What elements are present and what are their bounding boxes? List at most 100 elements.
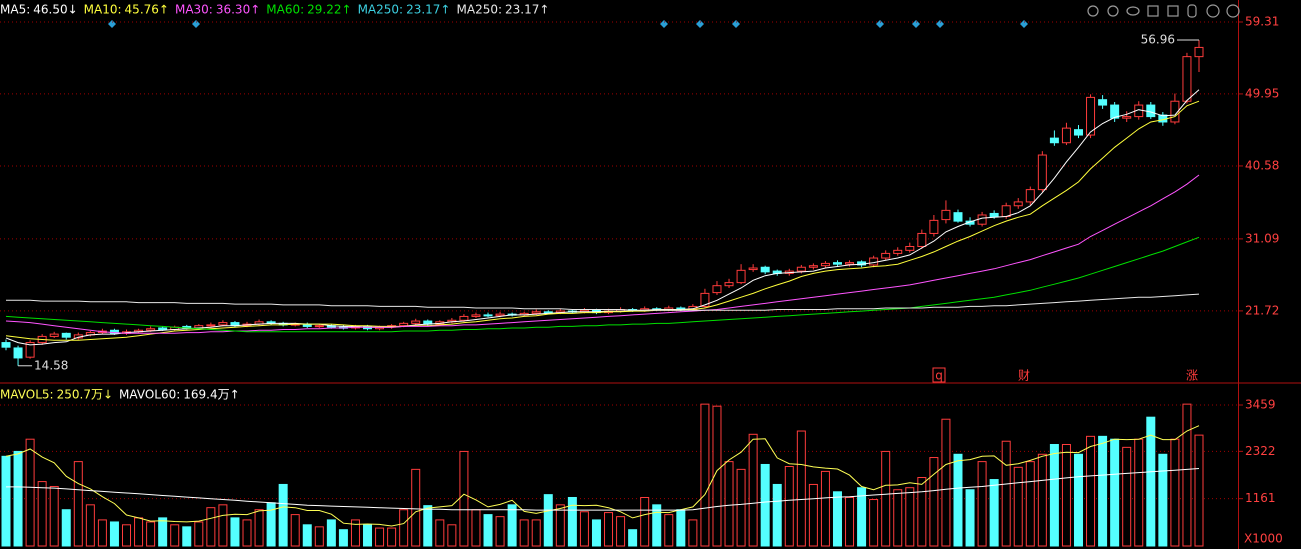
volume-bar	[314, 526, 324, 547]
ma-line	[5, 425, 1200, 527]
toolbar	[1087, 4, 1240, 18]
volume-bar	[1098, 435, 1108, 547]
volume-bar	[905, 487, 915, 547]
candle-body	[965, 220, 975, 225]
volume-bar	[664, 514, 674, 547]
candle-body	[820, 262, 830, 267]
volume-bar	[784, 466, 794, 547]
legend-value: 169.4万↑	[183, 388, 239, 402]
volume-bar	[507, 504, 517, 547]
volume-bar	[37, 481, 47, 547]
volume-bar	[1122, 446, 1132, 547]
eye-icon[interactable]	[1126, 6, 1140, 16]
volume-bar	[25, 438, 35, 547]
volume-bar	[845, 496, 855, 547]
volume-bar	[881, 450, 891, 547]
volume-bar	[1013, 466, 1023, 547]
y-tick-label: 1161	[1245, 491, 1276, 505]
hand-icon[interactable]	[1187, 4, 1197, 18]
volume-bar	[676, 509, 686, 547]
volume-bar	[1182, 403, 1192, 547]
legend-value: 36.30↑	[216, 3, 260, 17]
volume-bar	[338, 529, 348, 547]
candle-body	[314, 325, 324, 328]
volume-bar	[628, 529, 638, 547]
legend-value: 29.22↑	[307, 3, 351, 17]
volume-bar	[869, 499, 879, 547]
candle-body	[1194, 46, 1204, 58]
volume-bar	[49, 485, 59, 547]
volume-bar	[471, 509, 481, 547]
volume-bar	[604, 512, 614, 547]
candle-body	[483, 314, 493, 317]
candle-body	[218, 322, 228, 326]
event-diamond	[876, 20, 884, 28]
volume-bar	[857, 487, 867, 547]
candle-body	[736, 269, 746, 284]
candle-body	[543, 311, 553, 314]
candle-body	[1049, 137, 1059, 144]
ma-line	[6, 293, 1200, 311]
volume-bar	[977, 461, 987, 547]
volume-bar	[206, 507, 216, 547]
volume-bar	[567, 496, 577, 547]
volume-bar	[1158, 453, 1168, 547]
zoom-out-icon[interactable]	[1226, 4, 1240, 18]
candle-body	[869, 257, 879, 266]
volume-bar	[375, 527, 385, 547]
volume-bar	[917, 477, 927, 547]
volume-bar	[254, 509, 264, 547]
volume-bar	[435, 519, 445, 547]
volume-bar	[73, 461, 83, 547]
legend-value: 46.50↓	[33, 3, 77, 17]
y-tick-label: 59.31	[1245, 14, 1279, 28]
settings-icon[interactable]	[1087, 5, 1099, 17]
volume-bar	[543, 494, 553, 547]
volume-bar	[820, 470, 830, 547]
candle-body	[1182, 56, 1192, 102]
legend-name: MA10:	[84, 3, 122, 17]
ma-line	[5, 174, 1200, 334]
volume-bar	[1194, 434, 1204, 547]
candle-body	[917, 232, 927, 247]
volume-bar	[122, 524, 132, 547]
candle-body	[49, 333, 59, 337]
candle-body	[471, 314, 481, 317]
volume-bar	[109, 521, 119, 547]
volume-bar	[350, 519, 360, 547]
box-icon[interactable]	[1147, 5, 1159, 17]
y-tick-label: 3459	[1245, 397, 1276, 411]
candle-body	[929, 219, 939, 234]
volume-bar	[13, 450, 23, 547]
volume-bar	[61, 509, 71, 547]
event-diamond	[1020, 20, 1028, 28]
layout-icon[interactable]	[1167, 5, 1179, 17]
volume-bar	[242, 519, 252, 547]
volume-bar	[218, 504, 228, 547]
event-diamond	[936, 20, 944, 28]
volume-bar	[1146, 416, 1156, 547]
volume-bar	[688, 519, 698, 547]
volume-bar	[712, 405, 722, 547]
candle-body	[1, 342, 11, 348]
event-diamond	[108, 20, 116, 28]
candle-body	[1098, 99, 1108, 106]
volume-bar	[808, 483, 818, 547]
volume-bar	[363, 524, 373, 547]
volume-bar	[519, 519, 529, 547]
legend-name: MA250:	[358, 3, 404, 17]
ma-line	[5, 236, 1200, 333]
volume-bar	[1037, 453, 1047, 547]
zoom-in-icon[interactable]	[1206, 4, 1220, 18]
volume-bar	[459, 450, 469, 547]
candle-body	[399, 322, 409, 327]
candle-body	[1170, 100, 1180, 123]
legend-name: MA250:	[457, 3, 503, 17]
volume-bar	[170, 524, 180, 547]
volume-bar	[182, 526, 192, 547]
event-diamond	[660, 20, 668, 28]
volume-bar	[290, 514, 300, 547]
filter-icon[interactable]	[1107, 5, 1119, 17]
volume-bar	[302, 524, 312, 547]
legend-value: 45.76↑	[125, 3, 169, 17]
